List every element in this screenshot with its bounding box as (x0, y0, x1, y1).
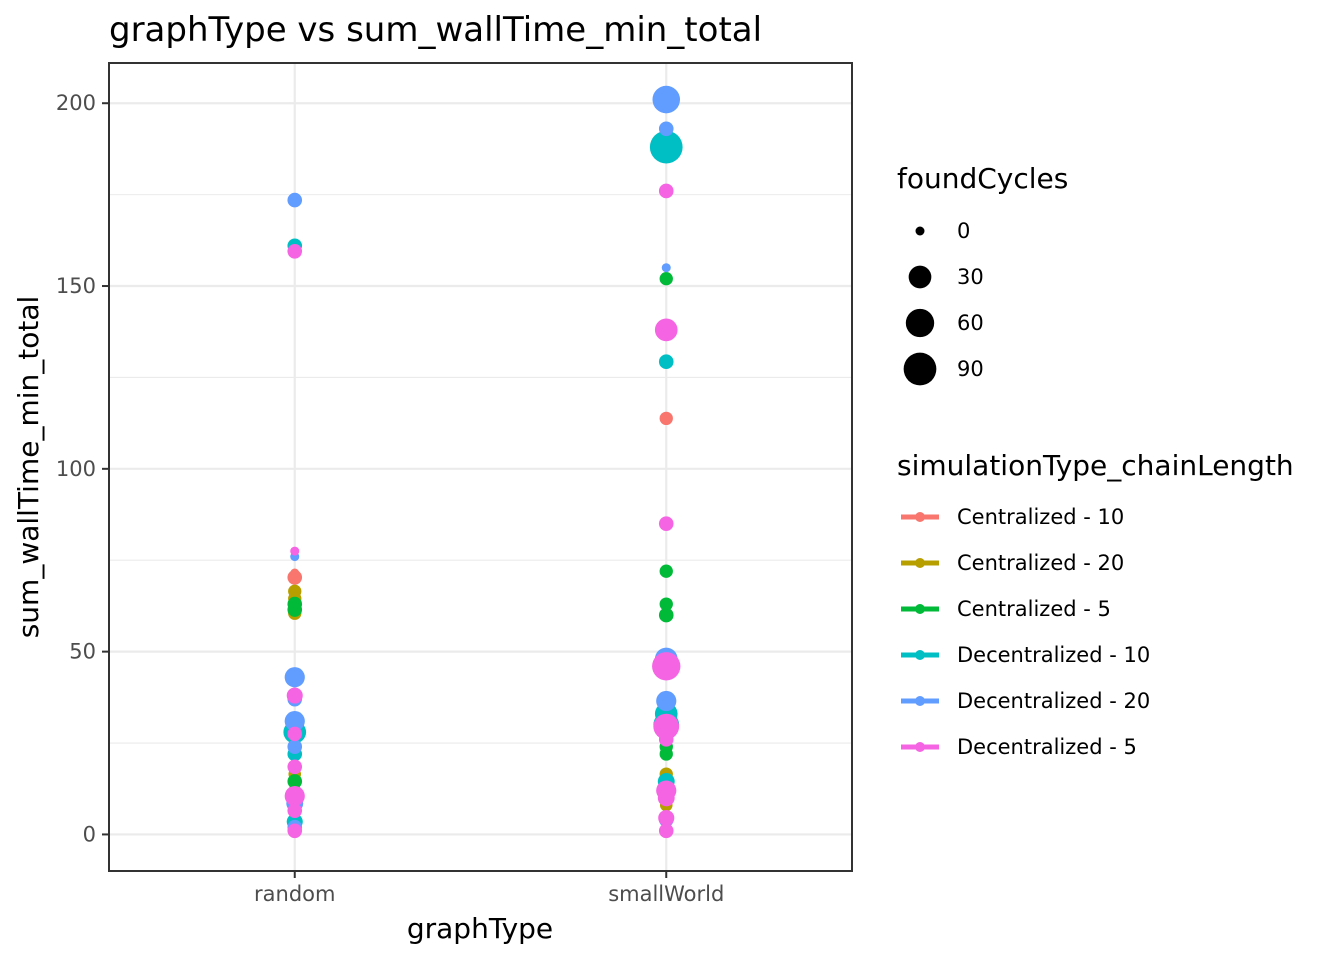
data-point (287, 192, 303, 208)
size-legend-title: foundCycles (897, 162, 1068, 195)
data-point (287, 823, 303, 839)
data-point (287, 739, 303, 754)
color-legend-dot (915, 604, 925, 614)
data-point (284, 711, 305, 732)
data-point (656, 690, 677, 712)
data-point (658, 823, 674, 839)
color-legend-key (901, 650, 939, 660)
color-legend-label: Centralized - 10 (957, 505, 1124, 529)
color-legend-key (901, 742, 939, 752)
y-axis-title: sum_wallTime_min_total (12, 296, 45, 639)
data-point (290, 546, 300, 556)
x-tick-label: random (254, 882, 335, 906)
size-legend-key (903, 352, 937, 386)
data-point (287, 602, 303, 617)
data-point (649, 130, 683, 164)
color-legend-dot (915, 558, 925, 568)
data-point (658, 516, 674, 531)
size-legend-label: 30 (957, 265, 984, 289)
chart-title: graphType vs sum_wallTime_min_total (109, 10, 762, 50)
data-point (654, 318, 678, 342)
color-legend-key (901, 604, 939, 614)
color-legend-key (901, 696, 939, 706)
series-decentralized-5 (284, 183, 681, 839)
data-point (287, 243, 303, 259)
y-tick-label: 100 (56, 457, 96, 481)
plot-panel (109, 63, 852, 871)
data-point (659, 564, 673, 578)
color-legend-dot (915, 650, 925, 660)
size-legend-key (915, 226, 925, 236)
data-point (653, 713, 680, 740)
data-point (661, 263, 671, 273)
color-legend-label: Decentralized - 5 (957, 735, 1137, 759)
data-point (286, 687, 303, 704)
color-legend-title: simulationType_chainLength (897, 449, 1294, 482)
data-points (283, 85, 683, 839)
data-point (658, 809, 675, 827)
data-point (659, 597, 673, 611)
data-point (658, 121, 674, 137)
color-legend-key (901, 558, 939, 568)
data-point (659, 747, 673, 761)
data-point (658, 607, 674, 623)
size-legend: foundCycles 0 30 60 90 (897, 162, 1068, 386)
size-legend-key (908, 265, 932, 289)
data-point (287, 803, 303, 818)
data-point (287, 726, 303, 742)
size-legend-label: 90 (957, 357, 984, 381)
color-legend-dot (915, 696, 925, 706)
x-axis: random smallWorld (254, 871, 724, 906)
y-tick-label: 200 (56, 91, 96, 115)
data-point (287, 570, 303, 585)
color-legend-label: Centralized - 20 (957, 551, 1124, 575)
data-point (658, 183, 674, 199)
data-point (658, 732, 674, 747)
data-point (287, 759, 303, 775)
color-legend-dot (915, 512, 925, 522)
data-point (657, 789, 675, 807)
color-legend-label: Decentralized - 20 (957, 689, 1150, 713)
size-legend-label: 0 (957, 219, 970, 243)
data-point (652, 652, 681, 681)
y-tick-label: 50 (69, 640, 96, 664)
data-point (284, 785, 305, 807)
plot-border (108, 62, 853, 872)
data-point (287, 774, 303, 789)
data-point (652, 85, 681, 114)
color-legend-label: Decentralized - 10 (957, 643, 1150, 667)
y-tick-label: 150 (56, 274, 96, 298)
data-point (658, 354, 674, 369)
x-axis-title: graphType (407, 912, 553, 945)
x-tick-label: smallWorld (608, 882, 724, 906)
color-legend-label: Centralized - 5 (957, 597, 1111, 621)
color-legend: simulationType_chainLength Centralized -… (897, 449, 1294, 759)
size-legend-label: 60 (957, 311, 984, 335)
data-point (284, 667, 305, 688)
color-legend-key (901, 512, 939, 522)
data-point (659, 411, 673, 426)
color-legend-dot (915, 742, 925, 752)
data-point (659, 272, 673, 286)
y-tick-label: 0 (83, 822, 96, 846)
size-legend-key (905, 308, 935, 338)
y-axis: 0 50 100 150 200 (56, 91, 109, 846)
